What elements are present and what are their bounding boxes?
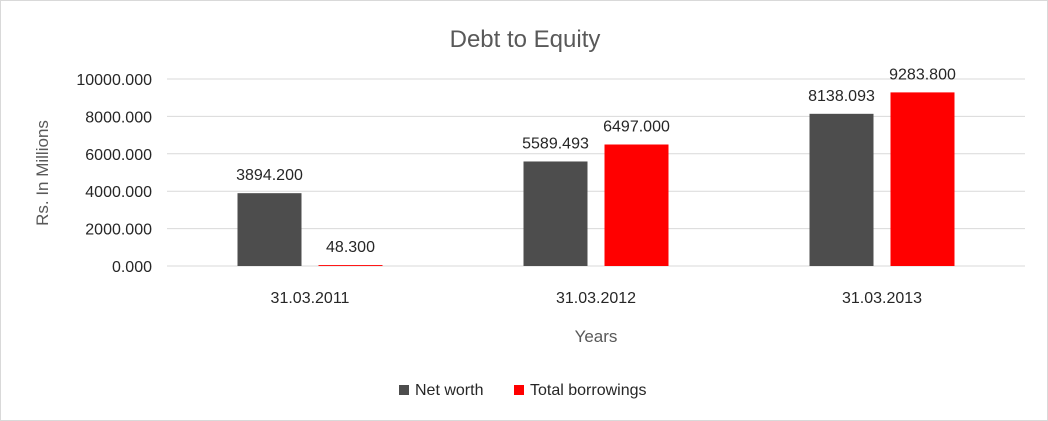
gridlines <box>167 78 1025 267</box>
bar-total-borrowings <box>318 265 383 266</box>
legend-swatch <box>514 385 524 395</box>
legend-swatch <box>399 385 409 395</box>
y-tick-label: 8000.000 <box>85 109 152 126</box>
x-tick-label: 31.03.2011 <box>271 290 350 307</box>
x-tick-label: 31.03.2013 <box>842 290 922 307</box>
data-label: 5589.493 <box>522 135 589 152</box>
bar-net-worth <box>809 113 874 266</box>
y-tick-label: 6000.000 <box>85 147 152 164</box>
y-tick-label: 4000.000 <box>85 184 152 201</box>
legend-label: Net worth <box>415 382 483 399</box>
x-axis-ticks: 31.03.2011 31.03.2012 31.03.2013 <box>271 290 923 307</box>
bar-net-worth <box>523 161 588 266</box>
y-tick-label: 0.000 <box>112 259 152 276</box>
data-label: 9283.800 <box>889 66 956 83</box>
data-labels: 3894.200 48.300 5589.493 6497.000 8138.093 92… <box>236 66 956 256</box>
x-tick-label: 31.03.2012 <box>556 290 636 307</box>
y-axis-title: Rs. In Millions <box>33 120 52 226</box>
y-tick-label: 2000.000 <box>85 222 152 239</box>
x-axis-title: Years <box>575 327 618 346</box>
legend: Net worth Total borrowings <box>399 382 647 399</box>
data-label: 48.300 <box>326 239 375 256</box>
data-label: 3894.200 <box>236 167 303 184</box>
chart-title: Debt to Equity <box>450 26 601 53</box>
data-label: 8138.093 <box>808 88 875 105</box>
bar-total-borrowings <box>890 92 955 266</box>
legend-label: Total borrowings <box>530 382 647 399</box>
bar-net-worth <box>237 193 302 266</box>
y-axis-ticks: 0.000 2000.000 4000.000 6000.000 8000.000 100… <box>76 72 152 276</box>
data-label: 6497.000 <box>603 119 670 136</box>
y-tick-label: 10000.000 <box>76 72 152 89</box>
bar-total-borrowings <box>604 144 669 266</box>
bars <box>237 92 955 266</box>
